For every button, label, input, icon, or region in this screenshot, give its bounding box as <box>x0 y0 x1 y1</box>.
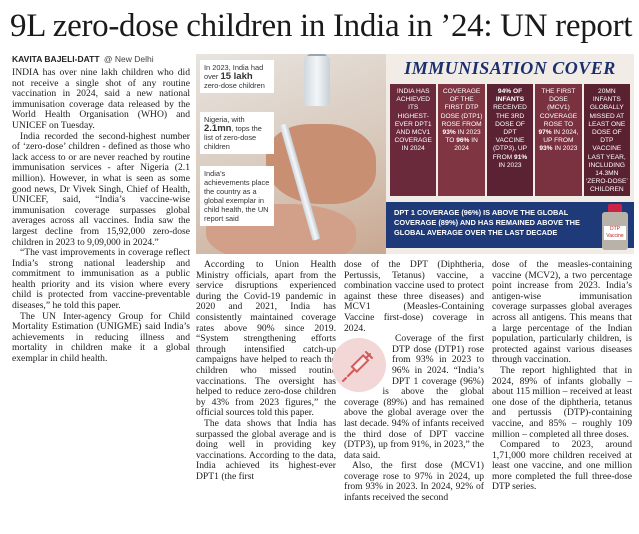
stat-text: INDIA HAS ACHIEVED ITS HIGHEST-EVER DPT1… <box>394 88 432 153</box>
photo-note-exemplar: India’s achievements place the country a… <box>200 166 274 226</box>
infographic: In 2023, India had over 15 lakh zero-dos… <box>196 54 634 254</box>
stat-box: INDIA HAS ACHIEVED ITS HIGHEST-EVER DPT1… <box>390 84 437 196</box>
stat-highlight: 93% <box>442 129 456 137</box>
stat-text: in 2023 <box>498 161 522 169</box>
photo-note-nigeria: Nigeria, with 2.1mn, tops the list of ze… <box>200 112 274 154</box>
bottle-cap <box>608 204 622 214</box>
stat-box: The first dose (MCV1) coverage rose to 9… <box>535 84 582 196</box>
dtp-vaccine-bottle: DTP Vaccine <box>602 212 628 250</box>
vaccination-photo: In 2023, India had over 15 lakh zero-dos… <box>196 54 386 254</box>
note-text: zero-dose children <box>204 81 265 90</box>
paragraph: Coverage of the first DTP dose (DTP1) ro… <box>344 333 484 461</box>
paragraph: According to Union Health Ministry offic… <box>196 259 336 419</box>
article-column-3: dose of the DPT (Diphtheria, Pertussis, … <box>332 259 484 504</box>
stat-text: in 2023 to <box>445 129 481 145</box>
article-column-2: According to Union Health Ministry offic… <box>196 259 336 482</box>
immunisation-panel: IMMUNISATION COVER INDIA HAS ACHIEVED IT… <box>386 54 634 254</box>
headline: 9L zero-dose children in India in ’24: U… <box>10 8 633 44</box>
paragraph: The data shows that India has surpassed … <box>196 417 336 482</box>
note-highlight: 2.1mn <box>204 123 232 134</box>
stat-text: The first dose (MCV1) coverage rose to <box>539 88 578 128</box>
bottle-label: DTP Vaccine <box>604 226 626 240</box>
stat-box: Coverage of the first DTP dose (DTP1) ro… <box>438 84 485 196</box>
vaccine-vial <box>304 56 330 106</box>
stat-text: in 2024 <box>454 137 478 153</box>
panel-title: IMMUNISATION COVER <box>404 58 616 78</box>
article-column-1: INDIA has over nine lakh children who di… <box>12 67 190 365</box>
stat-text: in 2024, up from <box>543 129 579 145</box>
paragraph: Compared to 2023, around 1,71,000 more c… <box>492 439 632 493</box>
paragraph: dose of the DPT (Diphtheria, Pertussis, … <box>344 259 484 334</box>
article-column-4: dose of the measles-containing vaccine (… <box>492 259 632 493</box>
note-text: In 2023, India had over <box>204 63 264 81</box>
paragraph: dose of the measles-containing vaccine (… <box>492 259 632 366</box>
note-text: Nigeria, with <box>204 115 245 124</box>
stat-highlight: 94% of infants <box>495 88 525 104</box>
note-text: India’s achievements place the country a… <box>204 169 270 223</box>
byline: KAVITA BAJELI-DATT @ New Delhi <box>12 54 154 64</box>
stat-box: 94% of infants received the 3rd dose of … <box>486 84 534 196</box>
stat-text: in 2023 <box>552 145 578 153</box>
syringe-icon <box>332 338 386 393</box>
paragraph: The UN Inter-agency Group for Child Mort… <box>12 310 190 365</box>
note-text: , tops the list of zero-dose children <box>204 124 262 151</box>
stat-highlight: 96% <box>456 137 470 145</box>
panel-footer: DPT 1 coverage (96%) is above the global… <box>386 202 634 248</box>
paragraph: The report highlighted that in 2024, 89%… <box>492 364 632 440</box>
paragraph: INDIA has over nine lakh children who di… <box>12 67 190 131</box>
paragraph: India recorded the second-highest number… <box>12 130 190 248</box>
photo-note-2023: In 2023, India had over 15 lakh zero-dos… <box>200 60 274 93</box>
byline-dateline: @ New Delhi <box>103 54 154 64</box>
stat-highlight: 91% <box>514 153 528 161</box>
stat-highlight: 93% <box>539 145 553 153</box>
stat-text: Coverage of the first DTP dose (DTP1) ro… <box>440 88 483 128</box>
paragraph: Also, the first dose (MCV1) coverage ros… <box>344 460 484 504</box>
stat-highlight: 97% <box>538 129 552 137</box>
byline-author: KAVITA BAJELI-DATT <box>12 54 100 64</box>
stat-text: 20mn infants globally missed at least on… <box>585 88 628 194</box>
stat-boxes: INDIA HAS ACHIEVED ITS HIGHEST-EVER DPT1… <box>390 84 631 196</box>
stat-text: received the 3rd dose of DPT vaccine (DT… <box>492 104 528 161</box>
note-highlight: 15 lakh <box>220 71 253 82</box>
stat-box: 20mn infants globally missed at least on… <box>583 84 631 196</box>
paragraph: “The vast improvements in coverage refle… <box>12 247 190 312</box>
